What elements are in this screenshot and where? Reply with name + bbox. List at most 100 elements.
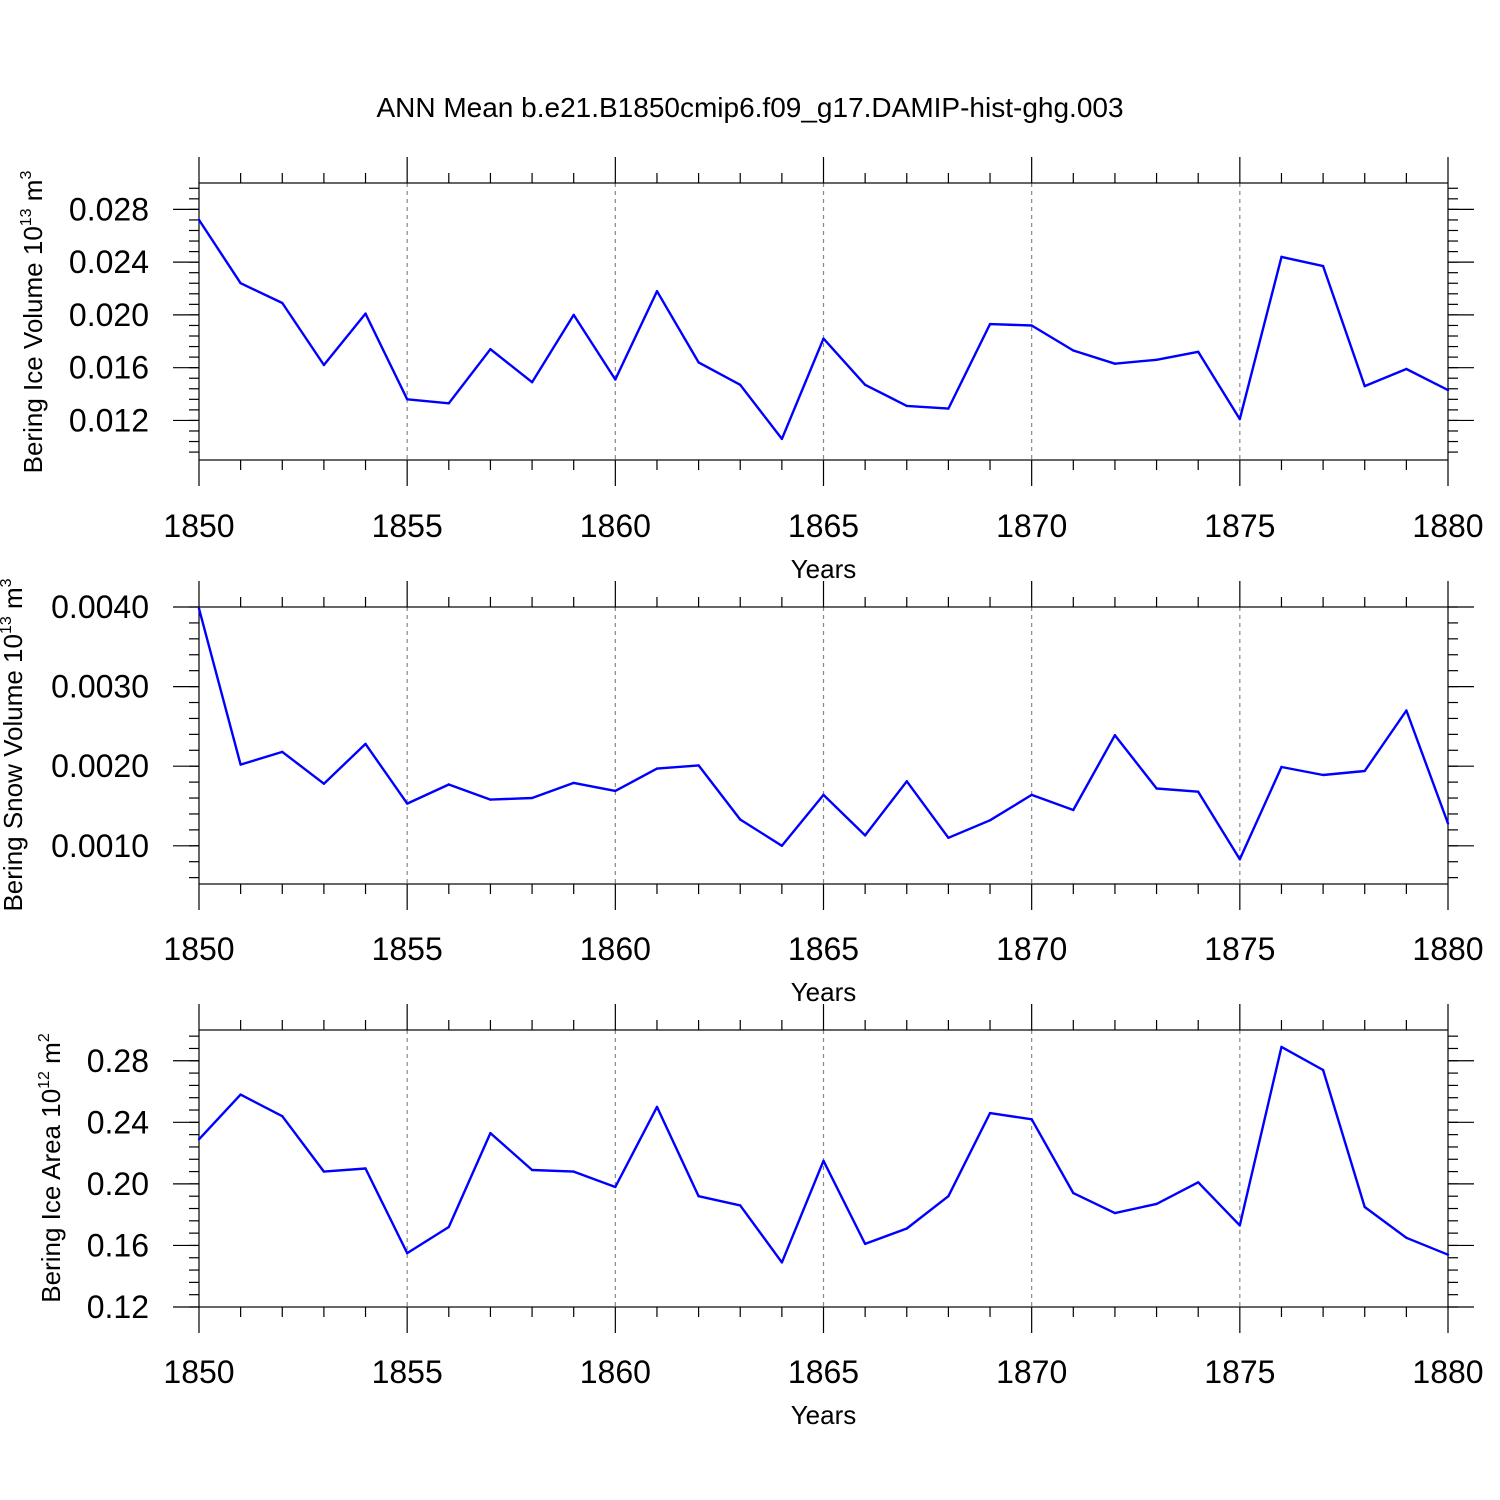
data-point-1853 — [322, 363, 326, 367]
data-point-1859 — [572, 313, 575, 317]
data-point-1862 — [697, 764, 700, 767]
data-point-1864 — [780, 844, 784, 847]
y-tick-label-1: 0.0020 — [51, 748, 149, 784]
data-point-1862 — [697, 361, 700, 364]
data-point-1869 — [988, 322, 992, 326]
data-point-1877 — [1321, 1068, 1325, 1072]
data-point-1854 — [364, 1167, 367, 1170]
data-point-1859 — [572, 781, 575, 785]
data-point-1853 — [322, 782, 326, 785]
y-tick-label-0: 0.12 — [87, 1289, 149, 1325]
data-point-1875 — [1238, 1224, 1242, 1227]
data-point-1868 — [947, 407, 950, 410]
x-tick-label-3: 1865 — [788, 1354, 859, 1390]
data-point-1861 — [655, 1105, 659, 1109]
data-point-1860 — [614, 378, 617, 381]
data-point-1879 — [1405, 709, 1408, 712]
data-point-1871 — [1072, 808, 1075, 812]
data-point-1872 — [1113, 1211, 1117, 1215]
data-point-1857 — [489, 1131, 492, 1135]
data-point-1878 — [1363, 384, 1366, 388]
x-tick-label-1: 1855 — [372, 1354, 443, 1390]
data-point-1865 — [822, 1159, 825, 1163]
data-point-1854 — [364, 312, 367, 315]
data-point-1866 — [863, 834, 867, 837]
x-tick-label-1: 1855 — [372, 931, 443, 967]
data-point-1857 — [489, 348, 492, 351]
data-point-1877 — [1321, 773, 1325, 777]
panel-ice-area: 1850 1855 1860 1865 1870 1875 1880 Years 0.12 0.1… — [36, 1004, 1484, 1430]
data-point-1860 — [614, 1185, 617, 1189]
x-tick-label-3: 1865 — [788, 931, 859, 967]
data-point-1852 — [281, 301, 284, 305]
data-point-1875 — [1238, 858, 1242, 861]
data-point-1871 — [1072, 1191, 1075, 1195]
data-point-1851 — [239, 763, 242, 766]
x-tick-label-0: 1850 — [163, 508, 234, 544]
data-point-1873 — [1155, 787, 1158, 790]
y-tick-label-3: 0.024 — [69, 244, 149, 280]
x-tick-label-0: 1850 — [163, 1354, 234, 1390]
data-point-1851 — [239, 1093, 242, 1096]
y-tick-label-0: 0.012 — [69, 402, 149, 438]
data-point-1855 — [405, 802, 409, 805]
y-tick-label-3: 0.24 — [87, 1104, 149, 1140]
data-point-1855 — [405, 398, 409, 401]
x-tick-label-0: 1850 — [163, 931, 234, 967]
data-point-1860 — [614, 789, 617, 793]
data-point-1879 — [1405, 1236, 1408, 1239]
data-point-1869 — [988, 1111, 992, 1115]
y-axis-label: Bering Ice Volume 1013 m3 — [18, 171, 48, 474]
data-point-1855 — [405, 1251, 409, 1255]
y-axis-label: Bering Snow Volume 1013 m3 — [0, 578, 28, 911]
data-point-1864 — [780, 1261, 784, 1264]
y-axis-label: Bering Ice Area 1012 m2 — [36, 1033, 66, 1303]
data-point-1852 — [281, 750, 284, 754]
data-point-1852 — [281, 1114, 284, 1118]
x-tick-label-1: 1855 — [372, 508, 443, 544]
data-point-1863 — [739, 1204, 742, 1207]
data-point-1867 — [905, 1227, 908, 1230]
x-tick-label-6: 1880 — [1412, 1354, 1483, 1390]
x-tick-label-6: 1880 — [1412, 931, 1483, 967]
data-point-1870 — [1030, 793, 1033, 797]
data-point-1874 — [1197, 350, 1200, 354]
data-point-1865 — [822, 793, 825, 797]
data-point-1876 — [1280, 765, 1283, 769]
series-line — [197, 608, 1450, 861]
panel-ice-volume: 1850 1855 1860 1865 1870 1875 1880 Years 0.012 0.… — [18, 157, 1484, 584]
data-point-1873 — [1155, 358, 1158, 361]
data-point-1862 — [697, 1195, 700, 1198]
y-tick-label-2: 0.020 — [69, 297, 149, 333]
x-axis-label: Years — [791, 977, 857, 1007]
data-point-1880 — [1446, 822, 1450, 825]
data-point-1876 — [1280, 255, 1283, 259]
data-point-1856 — [447, 783, 450, 786]
data-point-1856 — [447, 402, 450, 405]
x-tick-label-2: 1860 — [580, 931, 651, 967]
data-point-1861 — [655, 289, 659, 293]
data-point-1867 — [905, 780, 908, 783]
data-point-1873 — [1155, 1202, 1158, 1206]
data-point-1878 — [1363, 769, 1366, 773]
data-point-1853 — [322, 1170, 326, 1173]
data-point-1858 — [530, 380, 534, 384]
data-point-1876 — [1280, 1045, 1283, 1049]
x-tick-label-5: 1875 — [1204, 1354, 1275, 1390]
x-tick-label-4: 1870 — [996, 1354, 1067, 1390]
data-point-1850 — [197, 218, 201, 222]
data-point-1874 — [1197, 790, 1200, 793]
x-tick-label-2: 1860 — [580, 1354, 651, 1390]
x-axis-label: Years — [791, 554, 857, 584]
data-point-1856 — [447, 1225, 450, 1229]
y-tick-label-1: 0.016 — [69, 350, 149, 386]
x-tick-label-3: 1865 — [788, 508, 859, 544]
figure-title: ANN Mean b.e21.B1850cmip6.f09_g17.DAMIP-… — [376, 92, 1123, 123]
data-point-1861 — [655, 767, 659, 770]
y-tick-label-0: 0.0010 — [51, 828, 149, 864]
x-tick-label-4: 1870 — [996, 931, 1067, 967]
data-point-1867 — [905, 404, 908, 408]
data-point-1880 — [1446, 1253, 1450, 1256]
data-point-1870 — [1030, 1118, 1033, 1121]
